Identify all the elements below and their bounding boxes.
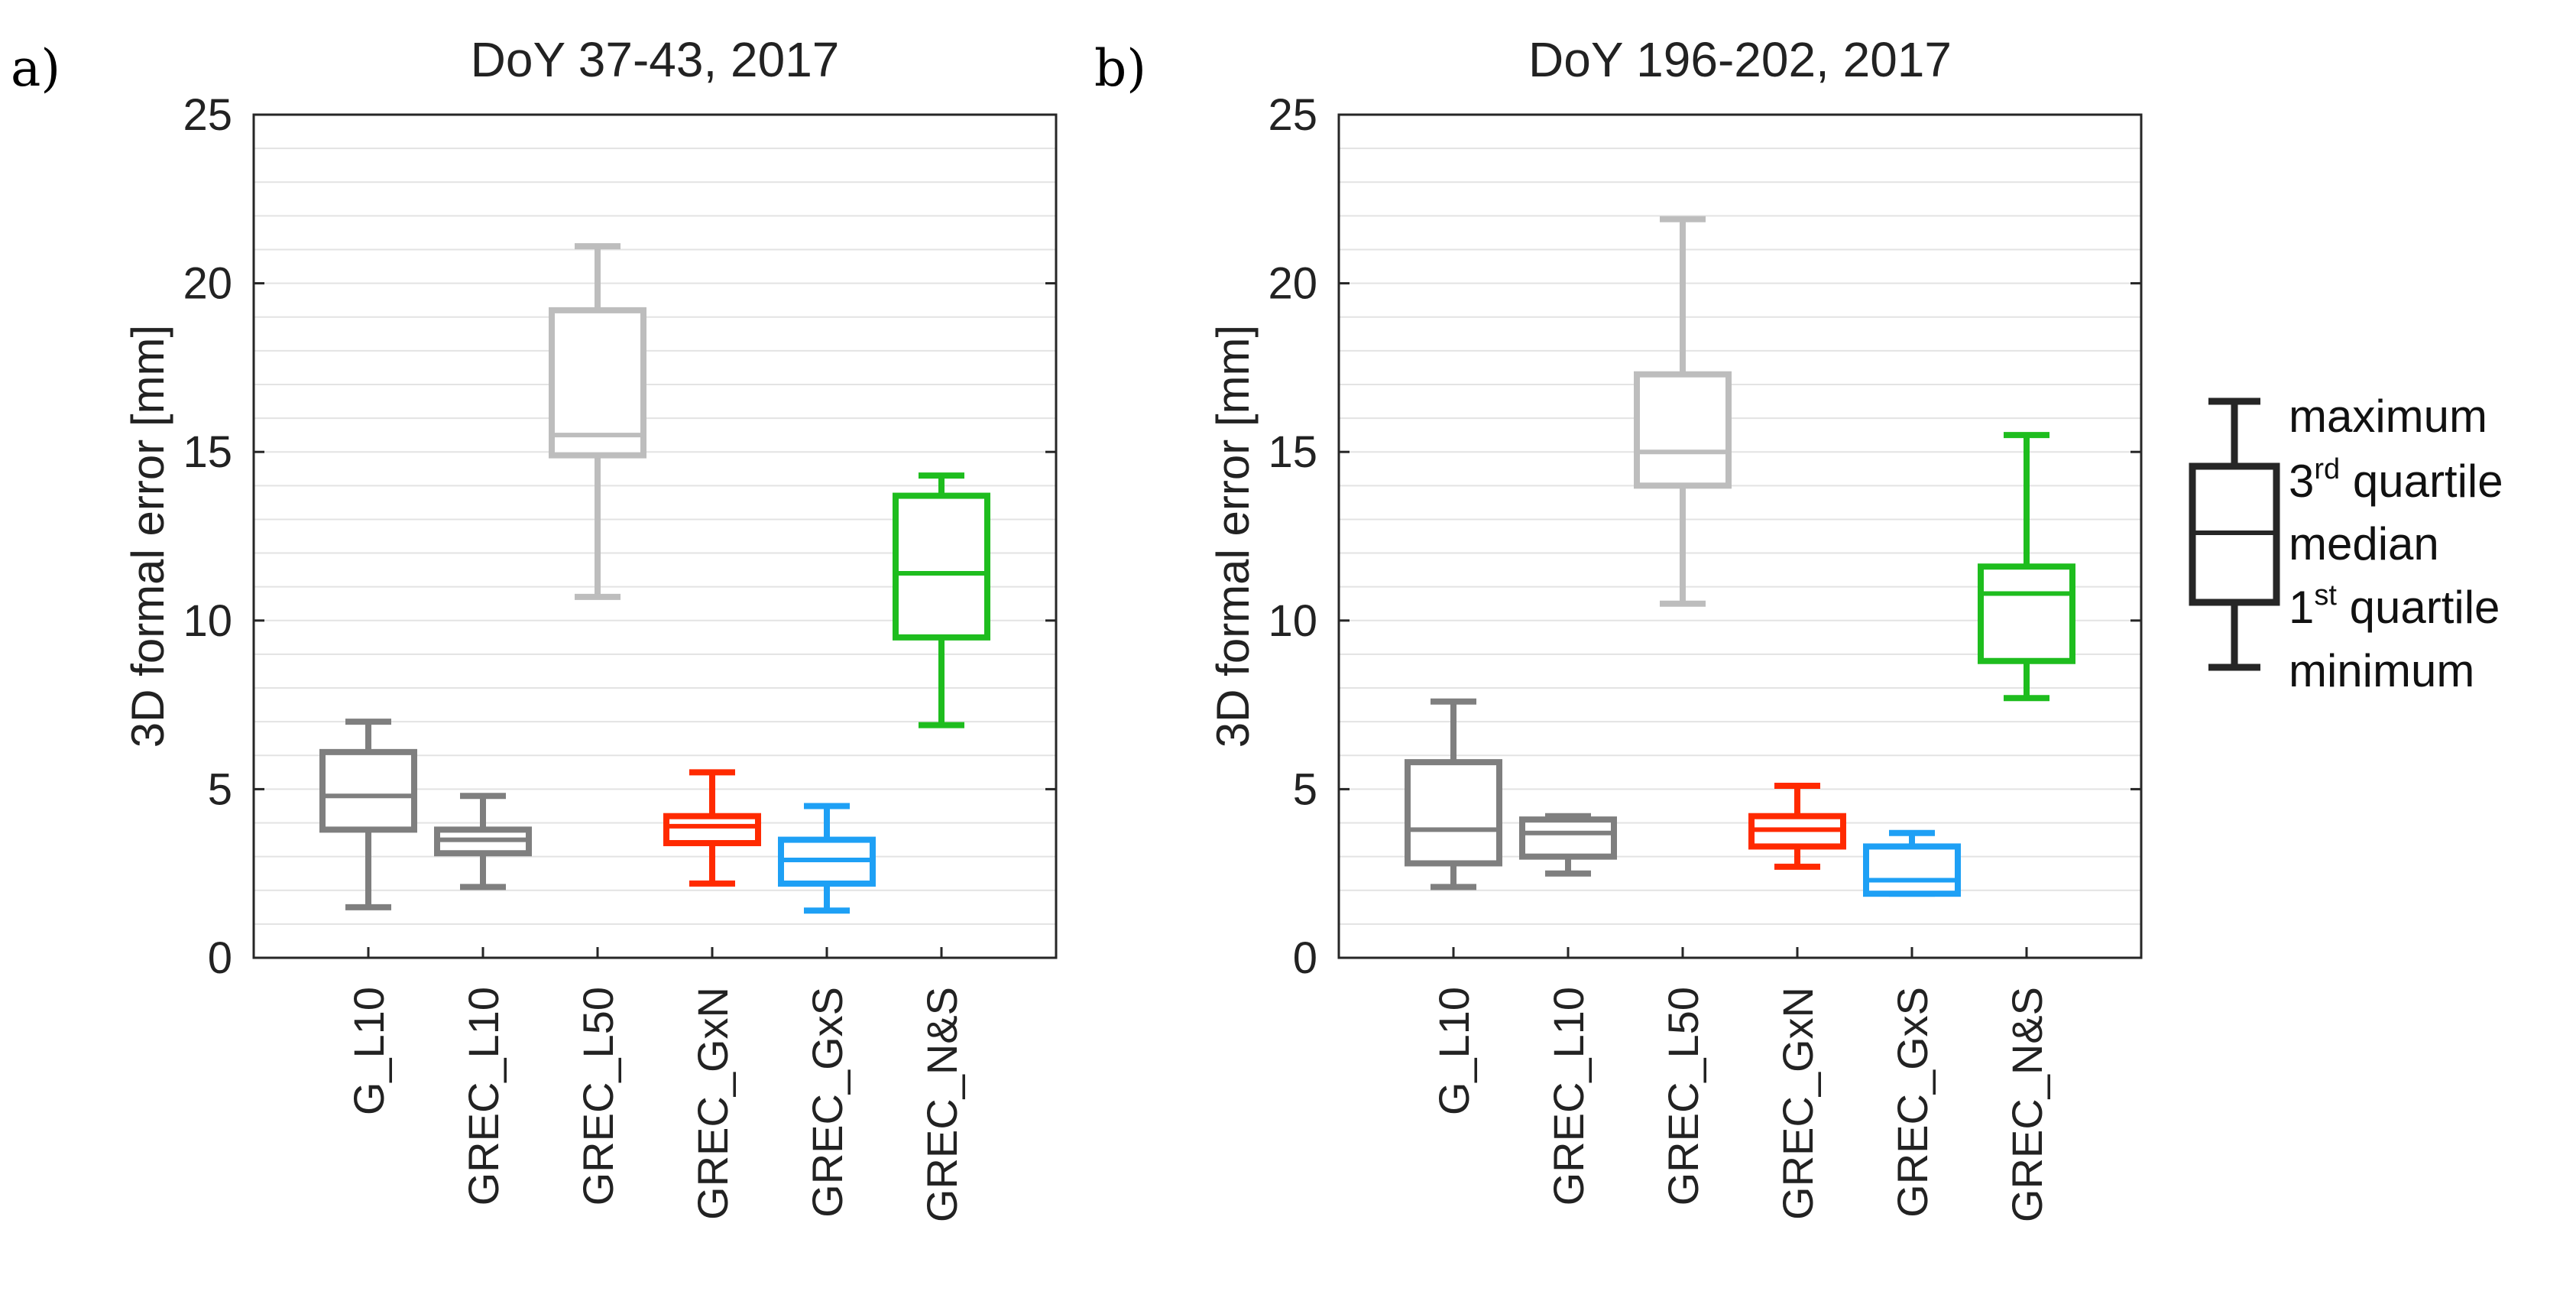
legend-item-rest: quartile xyxy=(2340,456,2503,507)
legend-item: 1st quartile xyxy=(2289,579,2500,633)
y-tick-label: 15 xyxy=(1268,427,1317,477)
legend-item-sup: rd xyxy=(2314,453,2340,485)
box-g-l10 xyxy=(319,719,417,910)
y-tick-label: 5 xyxy=(1293,764,1317,814)
y-tick-label: 25 xyxy=(183,90,232,140)
y-tick-label: 10 xyxy=(183,596,232,646)
x-tick-label: GREC_GxN xyxy=(1774,987,1822,1220)
legend-item-rest: quartile xyxy=(2337,582,2500,633)
y-tick-label: 15 xyxy=(183,427,232,477)
chart-title: DoY 37-43, 2017 xyxy=(471,32,840,87)
axes-frame xyxy=(252,113,1058,959)
legend-item: 3rd quartile xyxy=(2289,453,2503,507)
y-tick-label: 20 xyxy=(1268,259,1317,309)
x-tick-label: GREC_L50 xyxy=(1659,987,1707,1205)
legend-item-text: median xyxy=(2289,518,2439,569)
iqr-box xyxy=(1405,759,1502,867)
x-tick-label: GREC_GxS xyxy=(1888,987,1936,1218)
axes-frame xyxy=(1337,113,2143,959)
legend-item-text: 3 xyxy=(2289,456,2314,507)
iqr-box xyxy=(1978,563,2075,664)
y-axis-label: 3D formal error [mm] xyxy=(122,325,173,748)
panel-a: 0 5 10 15 20 25 3D formal error [mm] DoY 37-43,… xyxy=(11,32,1058,1222)
iqr-box xyxy=(663,813,761,846)
y-axis-label: 3D formal error [mm] xyxy=(1207,325,1259,748)
legend-item-text: 1 xyxy=(2289,582,2314,633)
box-grec-l10 xyxy=(1519,813,1617,877)
box-grec-l50 xyxy=(549,243,646,600)
iqr-box xyxy=(1863,843,1961,897)
x-tick-label: GREC_L50 xyxy=(574,987,622,1205)
legend-item: maximum xyxy=(2289,391,2487,442)
box-grec-n-s xyxy=(893,472,990,728)
box-grec-gxn xyxy=(663,769,761,887)
x-tick-label: GREC_L10 xyxy=(1544,987,1593,1205)
iqr-box xyxy=(1519,816,1617,860)
box-grec-gxn xyxy=(1748,782,1846,870)
y-tick-label: 10 xyxy=(1268,596,1317,646)
box-grec-gxs xyxy=(1863,829,1961,897)
y-tick-label: 5 xyxy=(208,764,232,814)
legend-item: median xyxy=(2289,518,2439,569)
panel-b: 0 5 10 15 20 25 3D formal error [mm] DoY 196-20… xyxy=(1094,32,2143,1222)
x-tick-label: GREC_N&S xyxy=(2003,987,2051,1222)
box-grec-gxs xyxy=(778,803,876,914)
legend-item-text: minimum xyxy=(2289,645,2474,696)
iqr-box xyxy=(893,492,990,641)
y-tick-label: 0 xyxy=(208,933,232,983)
box-grec-l10 xyxy=(434,793,532,891)
x-tick-label: GREC_GxN xyxy=(689,987,737,1220)
x-tick-label: GREC_L10 xyxy=(459,987,507,1205)
iqr-box xyxy=(319,748,417,833)
legend-item: minimum xyxy=(2289,645,2474,696)
iqr-box xyxy=(549,307,646,459)
y-tick-label: 25 xyxy=(1268,90,1317,140)
y-tick-label: 0 xyxy=(1293,933,1317,983)
x-tick-label: G_L10 xyxy=(345,987,393,1115)
panel-label: a) xyxy=(11,39,60,98)
legend-item-text: maximum xyxy=(2289,391,2487,442)
x-tick-label: GREC_GxS xyxy=(803,987,851,1218)
box-grec-l50 xyxy=(1634,216,1732,607)
chart-title: DoY 196-202, 2017 xyxy=(1528,32,1952,87)
legend-item-sup: st xyxy=(2314,579,2337,612)
x-tick-label: G_L10 xyxy=(1430,987,1478,1115)
box-grec-n-s xyxy=(1978,432,2075,702)
legend: maximum 3rd quartile median 1st quartile min… xyxy=(2189,391,2503,696)
iqr-box xyxy=(1634,371,1732,489)
box-g-l10 xyxy=(1405,698,1502,891)
panel-label: b) xyxy=(1094,39,1146,98)
x-tick-label: GREC_N&S xyxy=(918,987,966,1222)
y-tick-label: 20 xyxy=(183,259,232,309)
